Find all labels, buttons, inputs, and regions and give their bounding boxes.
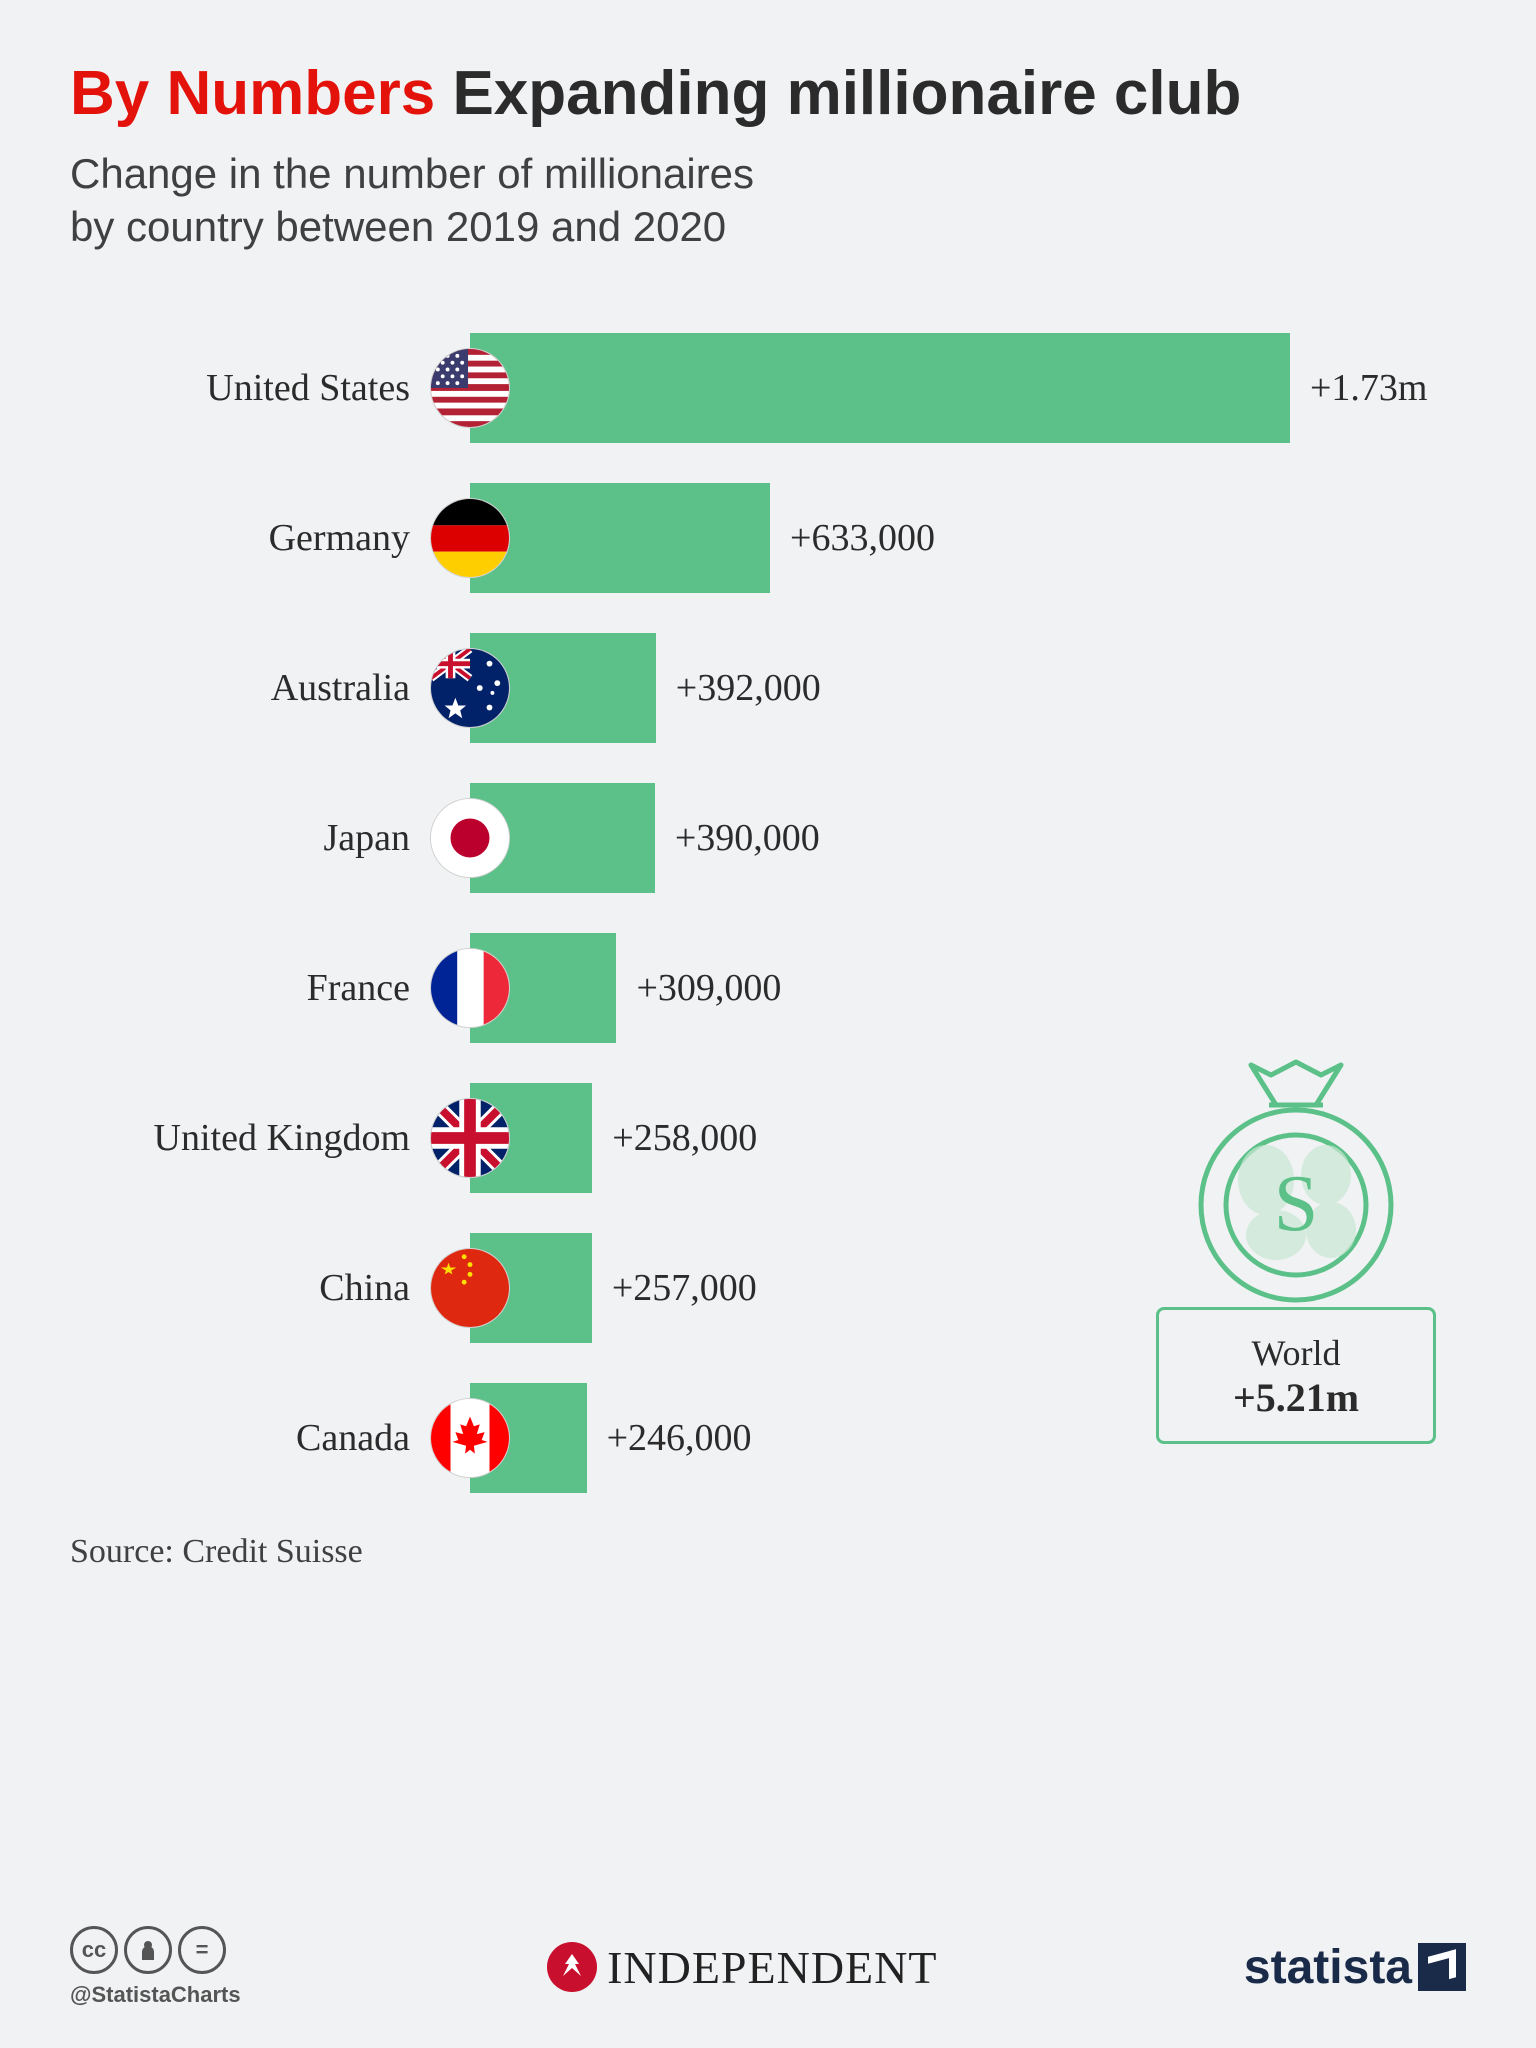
statista-logo: statista: [1244, 1940, 1466, 1995]
eagle-icon: [547, 1942, 597, 1992]
bar-area: +1.73m: [510, 333, 1466, 443]
bar: [470, 483, 770, 593]
flag-icon: [430, 798, 510, 878]
world-value: +5.21m: [1179, 1374, 1413, 1421]
statista-handle: @StatistaCharts: [70, 1982, 241, 2008]
flag-icon: [430, 648, 510, 728]
bar-area: +633,000: [510, 483, 1466, 593]
bar: [470, 333, 1290, 443]
bar-value: +257,000: [592, 1266, 757, 1310]
bar-row: France +309,000: [70, 933, 1466, 1043]
flag-icon: [430, 498, 510, 578]
bar-value: +392,000: [656, 666, 821, 710]
country-label: United Kingdom: [70, 1116, 430, 1160]
country-label: Japan: [70, 816, 430, 860]
country-label: Germany: [70, 516, 430, 560]
bar-value: +246,000: [587, 1416, 752, 1460]
flag-icon: [430, 1398, 510, 1478]
title-prefix: By Numbers: [70, 59, 435, 128]
independent-text: INDEPENDENT: [607, 1941, 937, 1994]
bar-value: +258,000: [592, 1116, 757, 1160]
bar-value: +633,000: [770, 516, 935, 560]
bar-value: +309,000: [616, 966, 781, 1010]
by-icon: [124, 1926, 172, 1974]
bar-value: +1.73m: [1290, 366, 1428, 410]
bar-row: Australia +392,000: [70, 633, 1466, 743]
title-main: Expanding millionaire club: [452, 59, 1241, 128]
statista-mark-icon: [1418, 1943, 1466, 1991]
money-bag-icon: S: [1181, 1050, 1411, 1310]
bar-row: Japan +390,000: [70, 783, 1466, 893]
svg-text:S: S: [1274, 1160, 1319, 1248]
bar-value: +390,000: [655, 816, 820, 860]
country-label: Australia: [70, 666, 430, 710]
country-label: Canada: [70, 1416, 430, 1460]
cc-license: cc = @StatistaCharts: [70, 1926, 241, 2008]
bar-area: +390,000: [510, 783, 1466, 893]
flag-icon: [430, 1098, 510, 1178]
bar-area: +309,000: [510, 933, 1466, 1043]
statista-text: statista: [1244, 1940, 1412, 1995]
source-text: Source: Credit Suisse: [70, 1533, 1466, 1571]
chart-subtitle: Change in the number of millionairesby c…: [70, 148, 1466, 253]
cc-icon: cc: [70, 1926, 118, 1974]
country-label: France: [70, 966, 430, 1010]
country-label: United States: [70, 366, 430, 410]
flag-icon: [430, 1248, 510, 1328]
nd-icon: =: [178, 1926, 226, 1974]
footer: cc = @StatistaCharts INDEPENDENT statist…: [70, 1926, 1466, 2008]
country-label: China: [70, 1266, 430, 1310]
bar-row: Germany +633,000: [70, 483, 1466, 593]
bar-area: +392,000: [510, 633, 1466, 743]
flag-icon: [430, 948, 510, 1028]
world-label: World: [1179, 1332, 1413, 1374]
bar-row: United States +1.73m: [70, 333, 1466, 443]
world-total-badge: S World +5.21m: [1156, 1050, 1436, 1444]
flag-icon: [430, 348, 510, 428]
independent-logo: INDEPENDENT: [547, 1941, 937, 1994]
chart-title: By Numbers Expanding millionaire club: [70, 60, 1466, 128]
